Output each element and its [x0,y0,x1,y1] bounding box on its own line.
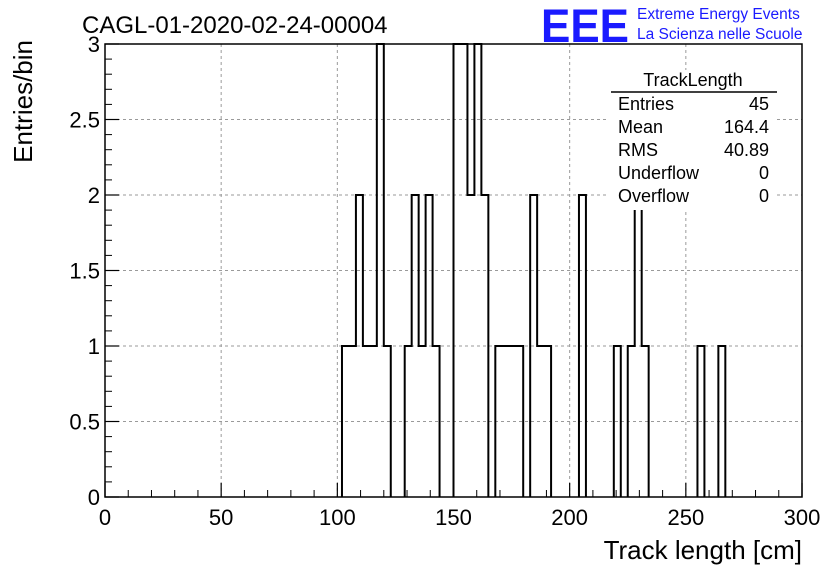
eee-logo: EEE Extreme Energy Events La Scienza nel… [541,0,802,52]
y-axis-label: Entries/bin [8,40,38,163]
logo-line-1: Extreme Energy Events [637,6,800,23]
stats-row-label: Overflow [618,186,690,206]
histogram-step-segment [696,345,706,497]
x-axis-label: Track length [cm] [604,535,802,565]
stats-row-value: 0 [759,163,769,183]
x-tick-label: 250 [667,505,704,530]
tick-labels: 0 50 100 150 200 250 300 0 0.5 1 1.5 2 2.5 3 [69,32,820,530]
axis-ticks [104,43,803,498]
stats-box-rows: Entries 45 Mean 164.4 RMS 40.89 Underflow 0 Over… [618,94,769,206]
stats-row-label: Entries [618,94,674,114]
histogram-step-segment [717,345,727,497]
y-tick-label: 0.5 [69,410,100,435]
logo-mark: EEE [541,0,629,52]
y-tick-label: 2.5 [69,108,100,133]
logo-line-2: La Scienza nelle Scuole [637,26,802,43]
stats-box-background [609,70,777,210]
x-tick-label: 300 [784,505,821,530]
stats-row-label: Underflow [618,163,700,183]
x-tick-label: 0 [99,505,111,530]
x-tick-label: 50 [209,505,233,530]
stats-box-title: TrackLength [643,70,742,90]
stats-row-value: 0 [759,186,769,206]
histogram-step-segment [340,43,392,497]
histogram-step-segment [529,194,553,497]
histogram-step-segment [494,345,525,497]
stats-row-label: RMS [618,140,658,160]
chart-title: CAGL-01-2020-02-24-00004 [82,12,388,39]
y-tick-label: 0 [88,485,100,510]
y-tick-label: 1 [88,334,100,359]
stats-box: TrackLength Entries 45 Mean 164.4 RMS 40.89 Un… [609,70,777,210]
y-tick-label: 2 [88,183,100,208]
stats-row-label: Mean [618,117,663,137]
x-tick-label: 100 [319,505,356,530]
y-tick-label: 1.5 [69,259,100,284]
histogram-step-segment [626,194,650,497]
x-tick-label: 150 [435,505,472,530]
stats-row-value: 40.89 [724,140,769,160]
stats-row-value: 45 [749,94,769,114]
histogram-step-segment [612,345,622,497]
histogram-step-segment [403,194,441,497]
x-tick-label: 200 [551,505,588,530]
stats-row-value: 164.4 [724,117,769,137]
y-tick-label: 3 [88,32,100,57]
histogram-step-segment [577,194,587,497]
